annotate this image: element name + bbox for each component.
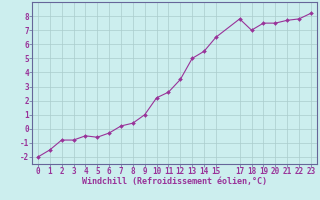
X-axis label: Windchill (Refroidissement éolien,°C): Windchill (Refroidissement éolien,°C) xyxy=(82,177,267,186)
